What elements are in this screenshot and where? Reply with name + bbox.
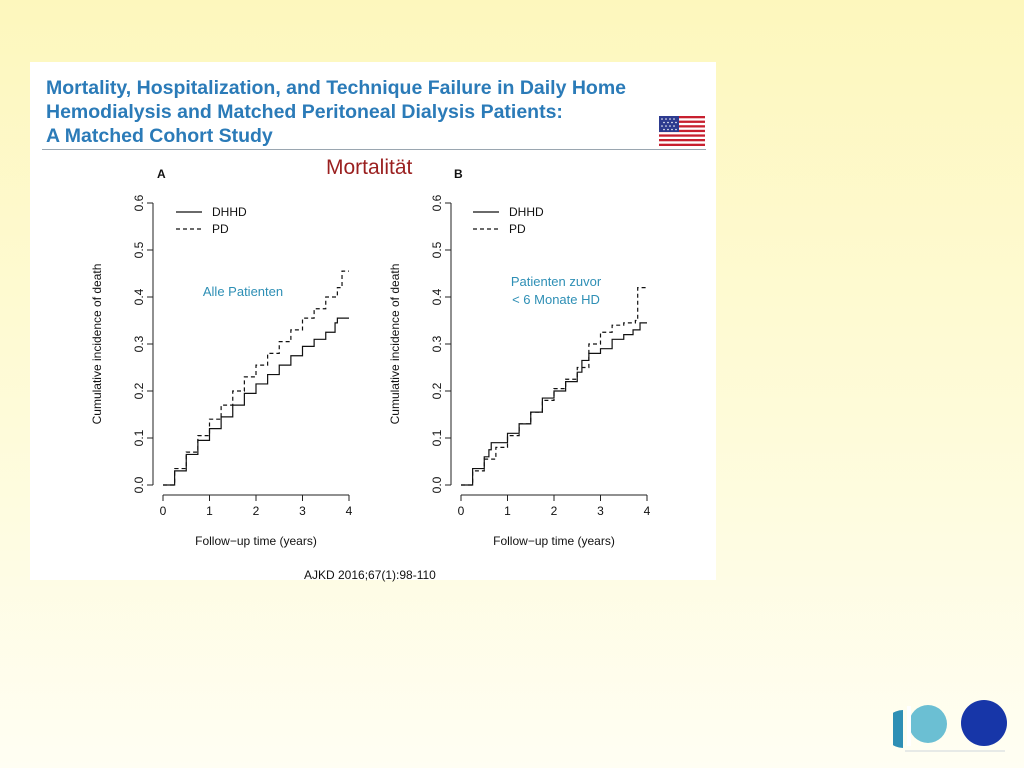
panel-b-y-tick-label: 0.5 (430, 241, 444, 258)
panel-b-x-tick-label: 3 (597, 504, 604, 518)
panel-b-x-tick-label: 4 (644, 504, 651, 518)
panel-a-legend-pd-label: PD (212, 222, 229, 236)
panel-b-annotation: < 6 Monate HD (512, 292, 600, 307)
panel-a-x-tick-label: 0 (160, 504, 167, 518)
panel-a-y-axis-label: Cumulative incidence of death (90, 264, 104, 425)
panel-b-y-axis-label: Cumulative incidence of death (388, 264, 402, 425)
panel-a-y-tick-label: 0.2 (132, 382, 146, 399)
panel-a-label: A (157, 167, 166, 181)
panel-b-series-pd-line (461, 287, 647, 486)
clinic-logo-icon (893, 700, 1007, 752)
section-label: Mortalität (326, 156, 413, 179)
panel-b-y-tick-label: 0.2 (430, 382, 444, 399)
panel-a-y-tick-label: 0.3 (132, 335, 146, 352)
panel-b-label: B (454, 167, 463, 181)
panel-a-x-tick-label: 1 (206, 504, 213, 518)
panel-b-legend-dhhd-label: DHHD (509, 205, 544, 219)
citation: AJKD 2016;67(1):98-110 (304, 568, 436, 582)
panel-a-y-tick-label: 0.0 (132, 476, 146, 493)
title-divider (42, 149, 706, 150)
panel-b-x-tick-label: 1 (504, 504, 511, 518)
title-line-1: Mortality, Hospitalization, and Techniqu… (46, 77, 627, 99)
panel-b-y-tick-label: 0.4 (430, 288, 444, 305)
panel-a-x-tick-label: 3 (299, 504, 306, 518)
panel-a-x-tick-label: 4 (346, 504, 353, 518)
panel-a-annotation: Alle Patienten (203, 284, 283, 299)
panel-b-x-axis-label: Follow−up time (years) (493, 534, 615, 548)
panel-b-x-tick-label: 2 (551, 504, 558, 518)
title-line-2: Hemodialysis and Matched Peritoneal Dial… (46, 101, 563, 123)
panel-b-y-tick-label: 0.1 (430, 429, 444, 446)
panel-a-series-dhhd-line (163, 317, 349, 486)
slide-card: Mortality, Hospitalization, and Techniqu… (30, 62, 716, 582)
slide-title: Mortality, Hospitalization, and Techniqu… (46, 76, 686, 148)
panel-b-x-tick-label: 0 (458, 504, 465, 518)
panel-b-y-tick-label: 0.0 (430, 476, 444, 493)
panel-a-series-pd-line (163, 270, 349, 486)
panel-a-y-tick-label: 0.5 (132, 241, 146, 258)
panel-a-x-axis-label: Follow−up time (years) (195, 534, 317, 548)
panel-b-y-tick-label: 0.6 (430, 194, 444, 211)
panel-a-legend-dhhd-label: DHHD (212, 205, 247, 219)
panel-a-x-tick-label: 2 (253, 504, 260, 518)
panel-b-legend-pd-label: PD (509, 222, 526, 236)
us-flag-icon (659, 116, 705, 146)
panel-a-y-tick-label: 0.1 (132, 429, 146, 446)
panel-a-y-tick-label: 0.4 (132, 288, 146, 305)
mortality-charts: A 0.0 0.1 0.2 0.3 0.4 0.5 0.6 0 1 2 3 4 Follow−up tim… (90, 167, 651, 548)
title-line-3: A Matched Cohort Study (46, 125, 273, 147)
panel-b-series-dhhd-line (461, 322, 647, 486)
panel-b-annotation: Patienten zuvor (511, 274, 602, 289)
panel-a-y-tick-label: 0.6 (132, 194, 146, 211)
panel-b-y-tick-label: 0.3 (430, 335, 444, 352)
